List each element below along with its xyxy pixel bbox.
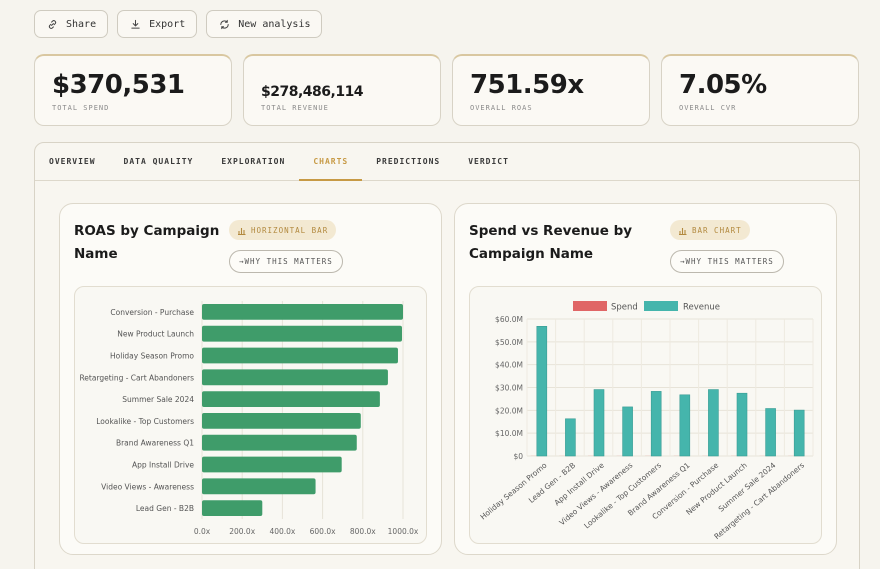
y-tick-label: $10.0M: [495, 429, 523, 438]
kpi-value: $370,531: [52, 70, 185, 100]
legend-swatch-revenue: [644, 301, 678, 311]
spend-revenue-bar-chart: $0$10.0M$20.0M$30.0M$40.0M$50.0M$60.0MHo…: [478, 301, 814, 541]
kpi-value: 7.05%: [679, 70, 767, 100]
roas-chart-card: ROAS by Campaign Name HORIZONTAL BAR →WH…: [59, 203, 442, 555]
kpi-overall-roas: 751.59x OVERALL ROAS: [452, 54, 650, 126]
x-tick-label: 0.0x: [194, 527, 211, 536]
kpi-label: TOTAL REVENUE: [261, 104, 329, 112]
spend-revenue-chart-card: Spend vs Revenue by Campaign Name BAR CH…: [454, 203, 837, 555]
bar-chart-icon: [679, 227, 687, 235]
y-tick-label: Holiday Season Promo: [110, 352, 194, 361]
toolbar: Share Export New analysis: [34, 10, 323, 38]
y-tick-label: Conversion - Purchase: [110, 308, 194, 317]
x-tick-label: 1000.0x: [388, 527, 419, 536]
bar: [202, 456, 342, 473]
revenue-bar: [765, 408, 776, 457]
tab-verdict[interactable]: VERDICT: [468, 157, 509, 166]
y-tick-label: $20.0M: [495, 406, 523, 415]
download-icon: [131, 19, 140, 29]
revenue-bar: [650, 391, 662, 457]
bar: [202, 434, 357, 451]
y-tick-label: App Install Drive: [132, 461, 194, 470]
analysis-panel: OVERVIEW DATA QUALITY EXPLORATION CHARTS…: [34, 142, 860, 569]
why-this-matters-button[interactable]: →WHY THIS MATTERS: [670, 250, 784, 273]
kpi-row: $370,531 TOTAL SPEND $278,486,114 TOTAL …: [34, 54, 859, 126]
new-analysis-label: New analysis: [238, 18, 311, 30]
revenue-bar: [622, 406, 633, 457]
revenue-bar: [536, 326, 548, 457]
kpi-total-spend: $370,531 TOTAL SPEND: [34, 54, 232, 126]
x-tick-label: 800.0x: [350, 527, 376, 536]
refresh-icon: [220, 19, 229, 29]
tab-bar: OVERVIEW DATA QUALITY EXPLORATION CHARTS…: [35, 143, 859, 181]
x-tick-label: 600.0x: [310, 527, 336, 536]
spend-revenue-chart: $0 $10.0M $20.0M $30.0M $40.0M $50.0M $60.0M Ho…: [469, 286, 822, 544]
y-tick-label: $60.0M: [495, 315, 523, 324]
y-tick-label: Retargeting - Cart Abandoners: [79, 373, 194, 382]
bar: [202, 413, 361, 429]
roas-chart: 0.0x 200.0x 400.0x 600.0x 800.0x 1000.0x Conve…: [74, 286, 427, 544]
tab-exploration[interactable]: EXPLORATION: [221, 157, 286, 166]
revenue-bar: [736, 392, 748, 457]
y-tick-label: Summer Sale 2024: [122, 395, 194, 404]
share-label: Share: [66, 18, 97, 30]
chart-type-badge: HORIZONTAL BAR: [229, 220, 337, 240]
y-tick-label: Lead Gen - B2B: [136, 504, 194, 513]
kpi-label: OVERALL CVR: [679, 104, 737, 112]
y-tick-label: Brand Awareness Q1: [116, 439, 194, 448]
share-button[interactable]: Share: [34, 10, 109, 38]
x-tick-label: 200.0x: [229, 527, 255, 536]
legend-swatch-spend: [573, 301, 607, 311]
kpi-value: 751.59x: [470, 70, 584, 100]
new-analysis-button[interactable]: New analysis: [206, 10, 323, 38]
kpi-total-revenue: $278,486,114 TOTAL REVENUE: [243, 54, 441, 126]
export-button[interactable]: Export: [117, 10, 198, 38]
kpi-label: TOTAL SPEND: [52, 104, 110, 112]
badge-label: BAR CHART: [692, 225, 742, 235]
y-tick-label: Lookalike - Top Customers: [96, 417, 194, 426]
tab-data-quality[interactable]: DATA QUALITY: [123, 157, 194, 166]
x-tick-label: App Install Drive: [553, 460, 607, 507]
chart-type-badge: BAR CHART: [670, 220, 750, 240]
tab-charts[interactable]: CHARTS: [299, 143, 363, 181]
link-icon: [48, 19, 57, 29]
revenue-bar: [708, 389, 719, 457]
tab-predictions[interactable]: PREDICTIONS: [376, 157, 441, 166]
legend-label-revenue: Revenue: [683, 303, 720, 313]
kpi-label: OVERALL ROAS: [470, 104, 533, 112]
why-this-matters-button[interactable]: →WHY THIS MATTERS: [229, 250, 343, 273]
bar: [202, 391, 380, 407]
y-tick-label: $0: [513, 452, 523, 461]
card-title: ROAS by Campaign Name: [74, 223, 220, 262]
kpi-value: $278,486,114: [261, 84, 364, 100]
bar: [202, 325, 402, 342]
bar: [202, 347, 398, 364]
bar: [202, 304, 403, 320]
bar: [202, 478, 316, 495]
y-tick-label: $40.0M: [495, 361, 523, 370]
tab-overview[interactable]: OVERVIEW: [49, 157, 96, 166]
card-title: Spend vs Revenue by Campaign Name: [469, 223, 633, 262]
y-tick-label: $50.0M: [495, 338, 523, 347]
y-tick-label: New Product Launch: [117, 330, 194, 339]
y-tick-label: Video Views - Awareness: [101, 482, 194, 491]
y-tick-label: $30.0M: [495, 384, 523, 393]
revenue-bar: [793, 409, 805, 457]
legend-label-spend: Spend: [611, 303, 638, 313]
revenue-bar: [593, 389, 605, 457]
revenue-bar: [679, 394, 691, 457]
roas-bar-chart: 0.0x 200.0x 400.0x 600.0x 800.0x 1000.0x Conve…: [79, 301, 419, 536]
kpi-overall-cvr: 7.05% OVERALL CVR: [661, 54, 859, 126]
bar: [202, 369, 388, 386]
x-tick-label: 400.0x: [269, 527, 295, 536]
export-label: Export: [149, 18, 186, 30]
revenue-bar: [565, 418, 576, 457]
badge-label: HORIZONTAL BAR: [251, 225, 329, 235]
bar: [202, 500, 263, 516]
bar-chart-icon: [238, 227, 246, 235]
